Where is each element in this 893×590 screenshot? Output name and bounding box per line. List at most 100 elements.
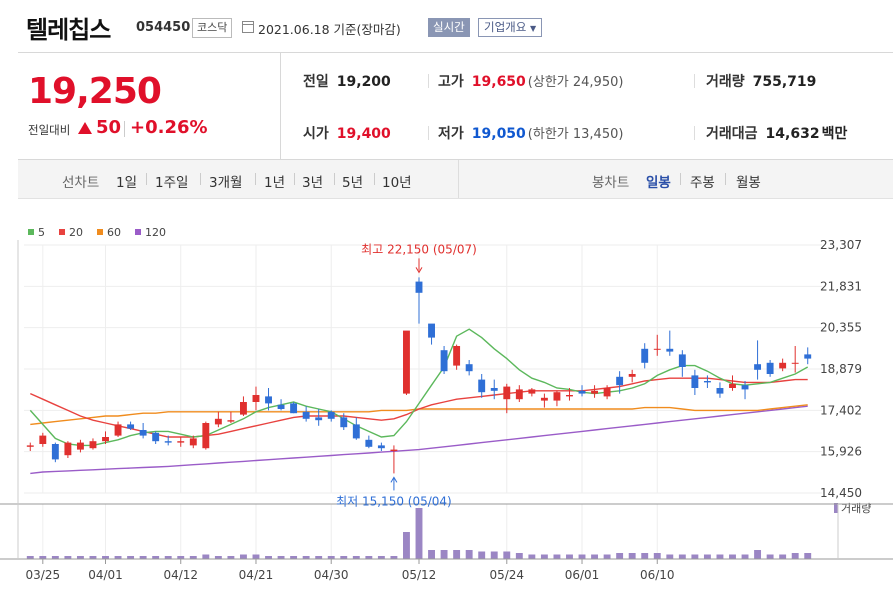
prev-close: 전일 19,200: [303, 71, 391, 91]
volume-bar: [252, 554, 260, 559]
divider: [334, 173, 335, 185]
volume-bar: [403, 532, 410, 559]
legend-swatch-5: [28, 229, 34, 235]
moving-averages: [29, 328, 809, 475]
day-low: 저가 19,050 (하한가 13,450): [438, 123, 623, 143]
realtime-button[interactable]: 실시간: [428, 18, 470, 37]
volume-bar: [89, 556, 97, 559]
corp-overview-dropdown[interactable]: 기업개요 ▼: [478, 18, 543, 37]
candle-body: [152, 432, 160, 442]
period-1y[interactable]: 1년: [264, 175, 286, 191]
stock-name: 텔레칩스: [26, 16, 111, 44]
candle-body: [691, 375, 699, 388]
divider: [255, 173, 256, 185]
volume-label: 거래량: [841, 502, 871, 515]
candle-body: [465, 364, 473, 372]
open-value: 19,400: [336, 126, 391, 142]
upper-limit: (상한가 24,950): [527, 75, 624, 90]
candle-body: [578, 390, 586, 394]
legend-label-5: 5: [38, 226, 45, 239]
volume-bar: [591, 554, 599, 559]
volume-value: 755,719: [752, 74, 817, 90]
volume-bar: [214, 556, 222, 559]
candle-body: [252, 394, 260, 402]
volume-bar: [515, 553, 523, 559]
period-daily[interactable]: 일봉: [646, 175, 671, 191]
chevron-down-icon: ▼: [529, 24, 537, 33]
period-1w[interactable]: 1주일: [155, 175, 189, 191]
period-1d[interactable]: 1일: [116, 175, 138, 191]
candle-body: [214, 418, 222, 425]
candle-body: [114, 424, 122, 436]
volume-bar: [202, 554, 210, 559]
period-weekly[interactable]: 주봉: [690, 175, 715, 191]
volume-bar: [428, 550, 435, 559]
candle-body: [403, 330, 410, 394]
candle-body: [603, 387, 611, 397]
legend-label-120: 120: [145, 226, 166, 239]
legend-label-20: 20: [69, 226, 83, 239]
candle-body: [277, 404, 285, 409]
candle-body: [678, 354, 686, 367]
volume-bar: [152, 556, 160, 559]
candle-body: [177, 441, 185, 443]
current-price: 19,250: [28, 71, 162, 112]
divider: [280, 53, 281, 159]
volume-bar: [754, 550, 762, 559]
day-high-label: 고가: [438, 74, 464, 90]
volume-bar: [26, 556, 34, 559]
volume-bar: [390, 556, 398, 559]
x-tick-label: 03/25: [26, 568, 61, 582]
period-10y[interactable]: 10년: [382, 175, 412, 191]
volume-bar: [352, 556, 360, 559]
volume-bar: [453, 550, 461, 559]
candle-body: [39, 435, 47, 444]
base-date: 2021.06.18 기준(장마감): [258, 22, 401, 37]
period-5y[interactable]: 5년: [342, 175, 364, 191]
candle-body: [365, 439, 373, 447]
period-monthly[interactable]: 월봉: [736, 175, 761, 191]
volume-bar: [239, 554, 247, 559]
volume-bar: [540, 554, 548, 559]
volume-bar: [315, 556, 323, 559]
volume-bar: [377, 556, 385, 559]
open-label: 시가: [303, 126, 329, 142]
candle-chart-label: 봉차트: [592, 175, 630, 191]
volume-bar: [691, 554, 699, 559]
legend-swatch-120: [135, 229, 141, 235]
divider: [200, 173, 201, 185]
candle-body: [641, 348, 649, 363]
period-selector: 선차트 1일 1주일 3개월 1년 3년 5년 10년 봉차트 일봉 주봉 월봉: [18, 160, 893, 199]
period-3m[interactable]: 3개월: [209, 175, 243, 191]
volume-bar: [653, 553, 661, 559]
legend-swatch-60: [97, 229, 103, 235]
prev-close-value: 19,200: [336, 74, 391, 90]
ma120-line: [30, 405, 808, 475]
volume-bar: [277, 556, 285, 559]
volume-bar: [703, 554, 711, 559]
y-tick-label: 15,926: [820, 445, 862, 459]
candle-body: [666, 348, 674, 352]
candle-body: [340, 417, 348, 428]
candlesticks: [26, 277, 812, 474]
divider: [124, 121, 125, 137]
y-tick-label: 23,307: [820, 238, 862, 252]
high-annotation: 최고 22,150 (05/07): [361, 242, 477, 256]
divider: [428, 126, 429, 140]
volume-bar: [164, 556, 172, 559]
corp-overview-label: 기업개요: [484, 20, 527, 34]
candle-body: [102, 436, 109, 442]
volume-bar: [64, 556, 72, 559]
change-label: 전일대비: [28, 123, 71, 137]
divider: [146, 173, 147, 185]
volume-bar: [766, 554, 774, 559]
legend-label-60: 60: [107, 226, 121, 239]
ma20-line: [30, 377, 808, 438]
candle-body: [26, 445, 34, 447]
candle-body: [390, 449, 398, 451]
candle-body: [528, 389, 536, 394]
price-summary: 19,250 전일대비 50 +0.26% 전일 19,200 고가 19,650(…: [18, 52, 893, 160]
volume: 거래량 755,719: [706, 71, 816, 91]
period-3y[interactable]: 3년: [302, 175, 324, 191]
volume-bar: [139, 556, 147, 559]
